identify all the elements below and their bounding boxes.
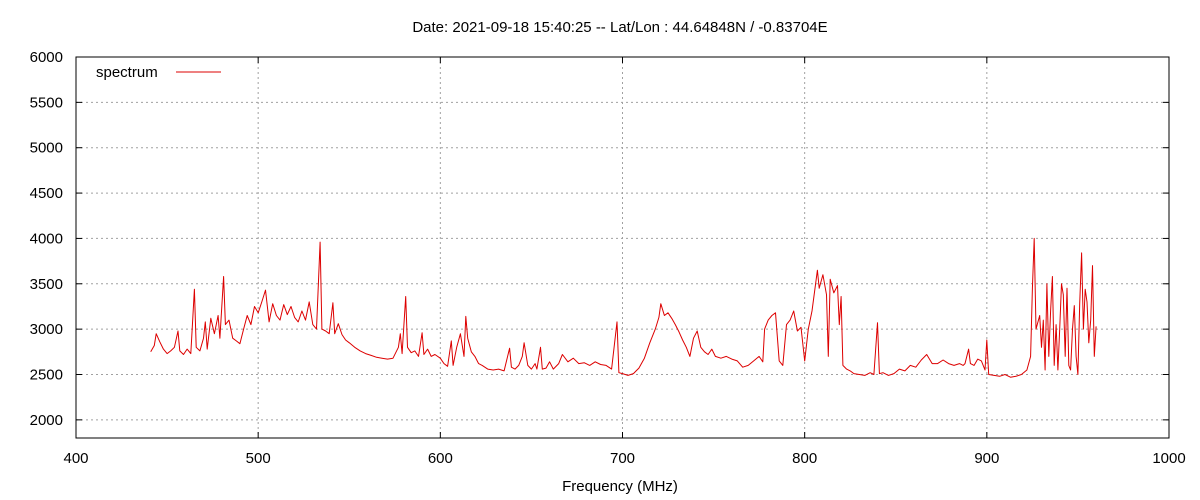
- y-tick-label: 6000: [30, 49, 63, 66]
- x-axis-title: Frequency (MHz): [562, 478, 678, 495]
- legend-label: spectrum: [96, 64, 158, 81]
- y-tick-label: 4000: [30, 230, 63, 247]
- x-tick-label: 500: [246, 450, 271, 467]
- x-tick-label: 400: [63, 450, 88, 467]
- series-line-spectrum: [150, 237, 1097, 378]
- x-tick-label: 1000: [1152, 450, 1185, 467]
- chart-title: Date: 2021-09-18 15:40:25 -- Lat/Lon : 4…: [412, 19, 827, 36]
- x-tick-label: 800: [792, 450, 817, 467]
- x-tick-label: 900: [974, 450, 999, 467]
- axis-ticks: 400 500 600 700 800 900 1000 2000 2500 3000 3500 40…: [30, 49, 1186, 467]
- y-tick-label: 2000: [30, 412, 63, 429]
- x-tick-label: 600: [428, 450, 453, 467]
- series-layer: [150, 237, 1097, 378]
- y-tick-label: 2500: [30, 367, 63, 384]
- y-tick-label: 5500: [30, 94, 63, 111]
- x-tick-label: 700: [610, 450, 635, 467]
- legend: spectrum: [96, 64, 221, 81]
- grid-lines: [76, 57, 1169, 438]
- y-tick-label: 3500: [30, 276, 63, 293]
- y-tick-label: 3000: [30, 321, 63, 338]
- y-tick-label: 5000: [30, 140, 63, 157]
- y-tick-label: 4500: [30, 185, 63, 202]
